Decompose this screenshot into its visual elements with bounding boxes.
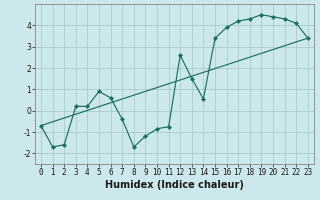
X-axis label: Humidex (Indice chaleur): Humidex (Indice chaleur) <box>105 180 244 190</box>
